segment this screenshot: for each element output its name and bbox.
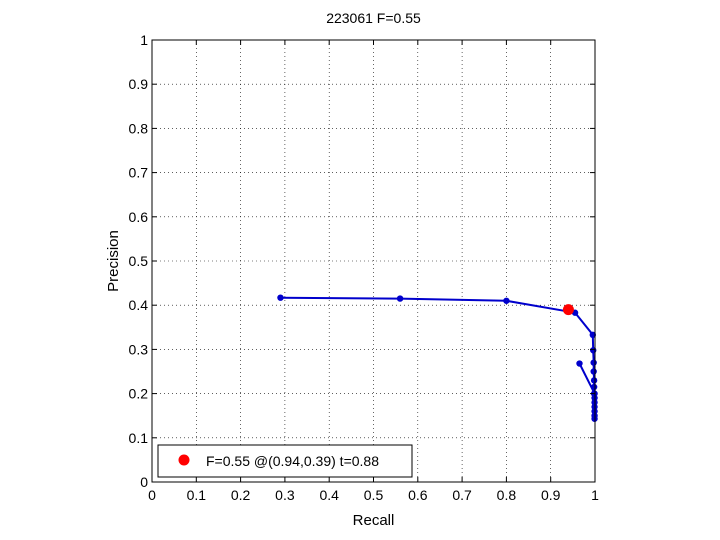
data-point — [590, 368, 597, 375]
y-tick-label: 1 — [140, 32, 148, 48]
x-tick-label: 0.2 — [231, 487, 251, 503]
y-tick-labels: 0 0.1 0.2 0.3 0.4 0.5 0.6 0.7 0.8 0.9 1 — [129, 32, 149, 490]
x-tick-label: 0.6 — [408, 487, 428, 503]
series-line — [578, 363, 596, 395]
best-f-point — [562, 304, 574, 316]
y-tick-label: 0.7 — [129, 165, 149, 181]
legend-text: F=0.55 @(0.94,0.39) t=0.88 — [206, 453, 379, 469]
chart-title: 223061 F=0.55 — [326, 10, 421, 26]
grid — [152, 40, 595, 482]
data-point — [576, 360, 583, 367]
legend: F=0.55 @(0.94,0.39) t=0.88 — [157, 444, 413, 478]
y-tick-label: 0 — [140, 474, 148, 490]
y-tick-label: 0.8 — [129, 120, 149, 136]
x-tick-label: 0.5 — [364, 487, 384, 503]
y-axis-label: Precision — [105, 230, 122, 292]
y-tick-label: 0.6 — [129, 209, 149, 225]
x-tick-label: 0.7 — [452, 487, 472, 503]
data-point — [590, 377, 598, 384]
x-tick-label: 0.1 — [187, 487, 207, 503]
ticks — [151, 39, 596, 483]
y-tick-label: 0.3 — [129, 341, 149, 357]
y-tick-label: 0.4 — [129, 297, 149, 313]
x-tick-label: 0.9 — [541, 487, 561, 503]
data-point — [590, 359, 597, 366]
y-tick-label: 0.2 — [129, 386, 149, 402]
legend-box — [157, 444, 413, 478]
data-point — [277, 294, 284, 301]
y-tick-label: 0.5 — [129, 253, 149, 269]
y-tick-label: 0.9 — [129, 76, 149, 92]
data-point — [589, 331, 596, 339]
x-tick-label: 0.8 — [497, 487, 517, 503]
highlight-layer — [562, 304, 574, 316]
y-tick-label: 0.1 — [129, 430, 149, 446]
x-tick-label: 0 — [148, 487, 156, 503]
legend-marker — [178, 454, 190, 466]
x-axis-label: Recall — [353, 512, 395, 529]
x-tick-labels: 0 0.1 0.2 0.3 0.4 0.5 0.6 0.7 0.8 0.9 1 — [148, 487, 599, 503]
data-point — [396, 295, 404, 302]
data-point — [503, 297, 510, 304]
x-tick-label: 1 — [591, 487, 599, 503]
x-tick-label: 0.4 — [319, 487, 339, 503]
x-tick-label: 0.3 — [275, 487, 295, 503]
